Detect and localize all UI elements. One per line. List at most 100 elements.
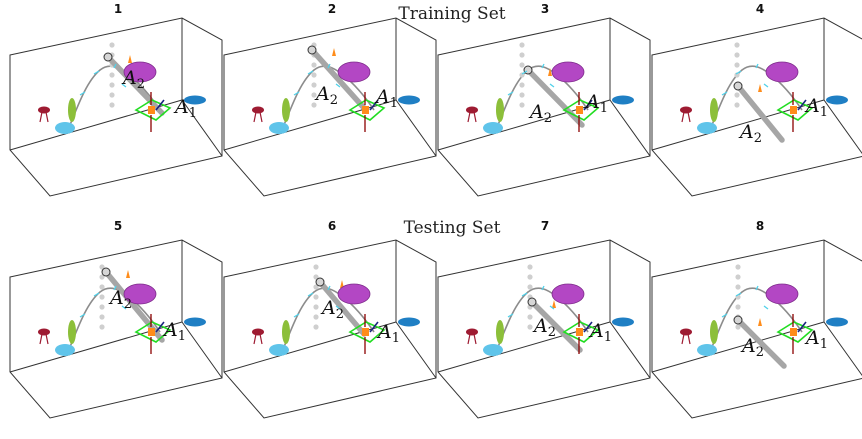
trajectory-dot xyxy=(735,274,741,280)
label-a1-sub: 1 xyxy=(189,106,197,121)
green-target-frame xyxy=(562,321,600,343)
orange-arrow-top xyxy=(332,48,336,56)
cyan-ticks xyxy=(721,63,769,96)
panel-number: 5 xyxy=(114,219,122,233)
trajectory-dot xyxy=(109,102,115,108)
panel-number: 4 xyxy=(756,2,764,16)
orange-arrow-top xyxy=(548,68,552,76)
cyan-ticks xyxy=(293,63,341,96)
trajectory-curve xyxy=(497,287,589,348)
red-marker xyxy=(38,106,50,114)
cyan-ellipse xyxy=(269,344,289,356)
trajectory-dot xyxy=(109,72,115,78)
orange-cube xyxy=(576,106,583,114)
trajectory-dot xyxy=(527,274,533,280)
training-set-title: Training Set xyxy=(398,4,505,24)
panel-number: 6 xyxy=(328,219,336,233)
green-target-frame xyxy=(776,321,814,343)
label-a1-sub: 1 xyxy=(600,101,608,116)
purple-ellipsoid xyxy=(551,283,585,305)
orange-arrow-top xyxy=(126,270,130,278)
trajectory-dot xyxy=(735,264,741,270)
orange-arrow-top xyxy=(552,300,556,308)
label-a1: A1 xyxy=(584,91,608,116)
green-target-frame xyxy=(348,99,386,121)
red-marker-legs xyxy=(39,333,49,345)
trajectory-dot xyxy=(313,304,319,310)
navy-arrow xyxy=(155,99,165,111)
cyan-ticks xyxy=(507,285,555,318)
rod xyxy=(529,299,583,353)
green-ellipse xyxy=(710,320,718,344)
box-wireframe xyxy=(437,17,651,197)
trajectory-curve xyxy=(711,65,803,126)
trajectory-dot xyxy=(734,92,740,98)
trajectory-dot xyxy=(519,102,525,108)
rod-bob xyxy=(315,277,325,287)
purple-ellipsoid xyxy=(551,61,585,83)
green-ellipse xyxy=(496,98,504,122)
cyan-ticks xyxy=(721,285,769,318)
rod-bob xyxy=(103,52,113,62)
label-a2-sub: 2 xyxy=(330,93,338,108)
green-target-frame xyxy=(134,321,172,343)
purple-ellipsoid xyxy=(123,283,157,305)
trajectory-dot xyxy=(99,314,105,320)
blue-ellipse xyxy=(612,317,634,327)
cyan-ticks xyxy=(79,63,127,96)
navy-arrow xyxy=(583,321,593,333)
trajectory-dot xyxy=(99,284,105,290)
trajectory-dot xyxy=(313,324,319,330)
trajectory-dot xyxy=(519,52,525,58)
trajectory-dot xyxy=(99,264,105,270)
trajectory-dot xyxy=(734,52,740,58)
red-marker-legs xyxy=(253,333,263,345)
dot-column xyxy=(734,42,740,108)
purple-ellipsoid xyxy=(337,61,371,83)
orange-cube xyxy=(148,328,155,336)
red-marker xyxy=(38,328,50,336)
panel-7: A2 A1 xyxy=(437,239,651,419)
label-a2-sub: 2 xyxy=(548,325,556,340)
cyan-ticks xyxy=(293,285,341,318)
trajectory-dot xyxy=(313,314,319,320)
trajectory-dot xyxy=(735,284,741,290)
panel-3: A2 A1 xyxy=(437,17,651,197)
trajectory-dot xyxy=(313,284,319,290)
label-a1: A1 xyxy=(376,321,400,346)
cyan-ticks xyxy=(79,285,127,318)
panel-number: 7 xyxy=(541,219,549,233)
trajectory-dot xyxy=(99,304,105,310)
rod xyxy=(525,67,585,128)
orange-arrow-top xyxy=(758,84,762,92)
label-a2-sub: 2 xyxy=(336,307,344,322)
label-a2: A2 xyxy=(314,83,338,108)
trajectory-dot xyxy=(734,102,740,108)
cyan-ellipse xyxy=(483,344,503,356)
panel-number: 2 xyxy=(328,2,336,16)
green-target-frame xyxy=(776,99,814,121)
trajectory-curve xyxy=(711,287,803,348)
purple-ellipsoid xyxy=(123,61,157,83)
rod xyxy=(735,317,787,369)
label-a1-sub: 1 xyxy=(392,331,400,346)
trajectory-dot xyxy=(519,82,525,88)
box-wireframe xyxy=(9,17,223,197)
label-a2-sub: 2 xyxy=(754,131,762,146)
green-ellipse xyxy=(710,98,718,122)
trajectory-dot xyxy=(527,314,533,320)
rod xyxy=(105,54,165,116)
panel-number: 1 xyxy=(114,2,122,16)
label-a1-sub: 1 xyxy=(820,337,828,352)
navy-arrow xyxy=(369,99,379,111)
label-a1-sub: 1 xyxy=(820,105,828,120)
green-target-frame xyxy=(348,321,386,343)
green-ellipse xyxy=(282,320,290,344)
orange-cube xyxy=(362,106,369,114)
blue-ellipse xyxy=(398,95,420,105)
rod-bob xyxy=(733,81,743,91)
rod-bob xyxy=(307,45,317,55)
